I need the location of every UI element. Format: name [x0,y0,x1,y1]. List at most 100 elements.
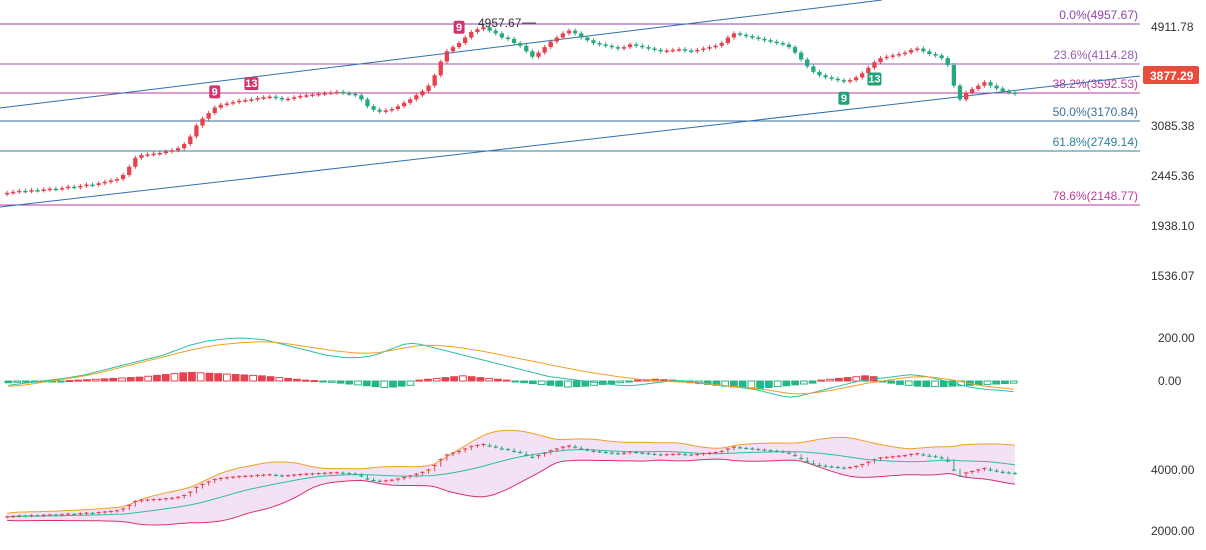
candle-body [786,44,792,48]
price-axis[interactable]: 4911.78 3085.38 2445.36 1938.10 1536.07 [1151,20,1195,283]
macd-histogram-bar [21,380,30,383]
candle-body [72,186,77,189]
macd-histogram-bar [528,380,537,385]
candle-body [267,96,272,99]
candle-body [817,71,822,76]
macd-histogram-bar [109,377,118,382]
candle-body [120,175,126,180]
candle-body [805,59,810,67]
macd-histogram-bar [249,374,258,382]
macd-histogram-bar [913,380,922,387]
bollinger-panel[interactable]: 4000.00 2000.00 [4,429,1195,538]
candle-body [285,98,291,101]
candle-body [945,58,950,65]
candle-body [389,109,395,111]
td-marker-badge [453,20,465,34]
candle-body [292,97,297,99]
candle-body [157,153,162,155]
td-marker-badge [838,91,850,105]
peak-label: 4957.67 [478,16,522,30]
candle-body [298,95,303,98]
candle-body [35,190,40,192]
candle-body [237,100,242,103]
macd-histogram-bar [354,380,362,386]
candle-body [359,95,364,100]
price-tick-label: 1536.07 [1151,269,1195,283]
candle-body [96,183,101,185]
macd-histogram-bar [520,380,528,384]
macd-histogram-bar [773,380,782,388]
candle-body [921,48,926,52]
macd-histogram-bar [258,375,266,382]
candle-body [212,107,217,114]
candle-body [84,184,89,187]
candle-body [353,93,358,96]
candle-body [768,40,773,42]
candle-body [463,37,468,43]
candle-body [994,85,999,89]
price-tick-label: 1938.10 [1151,219,1195,233]
candle-body [542,47,547,53]
macd-histogram-bar [406,380,415,386]
candle-body [579,33,584,38]
macd-histogram-bar [922,380,931,388]
candle-body [799,52,804,60]
macd-histogram-bar [161,374,170,382]
candle-body [481,27,486,30]
macd-histogram-bar [467,376,476,382]
candle-body [408,99,413,103]
macd-histogram-bar [432,377,441,382]
fib-level-label: 23.6%(4114.28) [1053,48,1138,62]
last-price-badge-bg [1143,66,1199,84]
candle-body [866,67,871,74]
candle-body [896,54,902,56]
macd-histogram-bar [450,376,459,382]
candle-body [597,43,602,45]
candle-body [792,47,798,53]
bollinger-mid-line [7,449,1015,518]
candle-body [780,43,785,45]
macd-histogram-bar [362,380,371,387]
macd-histogram-bar [135,376,144,382]
bollinger-upper-line [7,429,1015,514]
candle-body [725,37,730,43]
candle-body [365,99,370,107]
macd-histogram-bar [371,380,380,388]
macd-panel[interactable]: 200.00 0.00 [4,331,1195,398]
candle-body [621,47,627,49]
macd-histogram-bar [904,380,913,386]
candle-body [493,30,498,34]
macd-histogram-bar [939,380,948,388]
trend-channel-lines[interactable] [0,0,1141,208]
candle-body [933,54,938,56]
candle-body [951,65,956,86]
macd-histogram-bar [861,375,869,382]
candle-body [615,47,621,49]
td-marker-badge [244,77,259,91]
macd-histogram-bar [240,374,249,382]
candle-body [230,102,236,104]
candle-body [731,33,737,38]
candle-body [53,188,59,191]
candle-body [829,77,834,79]
candle-body [750,36,755,38]
macd-dif-line [8,337,1014,398]
candle-body [90,184,95,187]
macd-histogram-bar [83,379,91,382]
macd-histogram-bar [13,380,21,383]
candle-body [163,151,169,154]
macd-histogram-bar [537,380,546,385]
candle-body [450,47,456,52]
candle-body [438,61,443,76]
macd-histogram-bar [834,377,843,382]
price-candles[interactable] [4,25,1018,197]
candle-body [322,93,327,95]
candle-body [11,191,16,194]
candle-body [603,44,608,46]
candle-body [884,56,889,59]
candle-body [872,62,877,68]
macd-histogram-bar [327,380,336,383]
candle-body [744,34,749,37]
macd-histogram-bar [555,380,563,387]
